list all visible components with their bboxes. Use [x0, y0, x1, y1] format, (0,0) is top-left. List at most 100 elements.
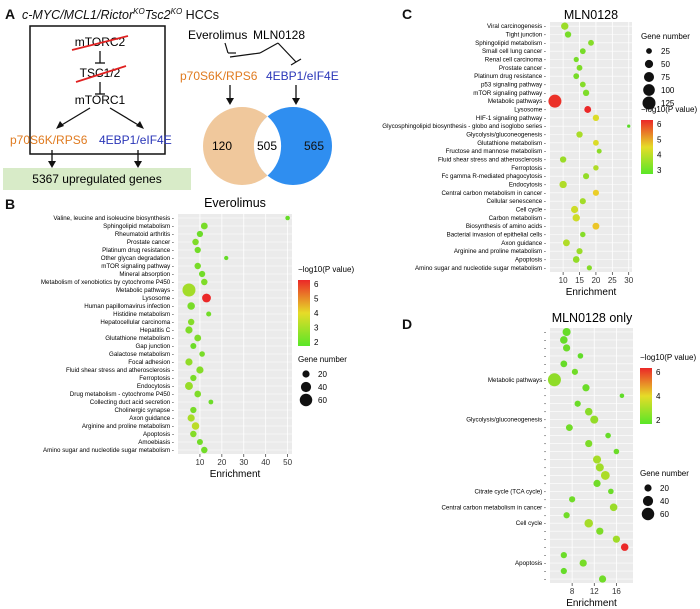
x-tick-label: 15 — [575, 276, 584, 285]
ebp-text-b: 4EBP1/eIF4E — [266, 69, 339, 83]
size-legend-label: 20 — [318, 370, 327, 379]
data-point — [194, 334, 202, 342]
category-label: Renal cell carcinoma - — [485, 57, 546, 64]
data-point — [588, 39, 594, 46]
data-point — [579, 198, 586, 205]
category-label: - — [544, 464, 546, 471]
data-point — [560, 360, 568, 368]
data-point — [190, 374, 197, 382]
color-legend-tick: 2 — [314, 338, 319, 347]
color-legend-tick: 3 — [314, 324, 319, 333]
arrow-right-head — [136, 121, 144, 129]
data-point — [580, 231, 586, 238]
category-label: - — [544, 449, 546, 456]
data-point — [569, 496, 576, 503]
data-point — [609, 503, 618, 512]
category-label: Galactose metabolism - — [109, 351, 174, 358]
category-label: Tight junction - — [506, 32, 546, 39]
category-label: - — [544, 472, 546, 479]
data-point — [592, 222, 600, 230]
category-label: - — [544, 536, 546, 543]
data-point — [619, 393, 625, 399]
data-point — [612, 535, 621, 543]
size-legend-title: Gene number — [641, 32, 690, 41]
color-legend-title: −log10(P value) — [298, 265, 354, 274]
size-legend-dot — [643, 71, 655, 83]
category-label: Prostate cancer - — [127, 239, 174, 246]
drug2-line-c — [277, 42, 297, 63]
venn-mid-count: 505 — [257, 139, 277, 153]
data-point — [565, 424, 573, 432]
category-label: Gap junction - — [135, 343, 174, 350]
drug2-bar — [290, 58, 302, 66]
data-point — [194, 390, 202, 398]
venn-left-count: 120 — [212, 139, 232, 153]
category-label: - — [544, 337, 546, 344]
chart-mln0128: MLN0128 Viral carcinogenesis - Tight junct… — [382, 8, 697, 298]
data-point — [563, 512, 570, 519]
category-label: Apoptosis - — [515, 257, 546, 264]
venn-overlap — [253, 116, 282, 176]
category-label: - — [544, 361, 546, 368]
data-point — [201, 278, 208, 286]
data-point — [582, 384, 590, 392]
category-label: - — [544, 425, 546, 432]
size-legend-dot — [644, 484, 652, 492]
data-point — [572, 214, 580, 222]
chart-title: Everolimus — [204, 196, 266, 210]
category-label: Hepatocellular carcinoma - — [100, 319, 174, 326]
size-legend-dot — [642, 96, 656, 110]
data-point — [620, 543, 629, 551]
size-legend-label: 100 — [661, 86, 675, 95]
p70-text: p70S6K/RPS6 — [10, 133, 88, 147]
category-label: Other glycan degradation - — [101, 255, 174, 262]
arrow-right-line — [109, 107, 141, 127]
size-legend-title: Gene number — [298, 355, 347, 364]
data-point — [285, 215, 290, 221]
data-point — [596, 148, 602, 154]
x-tick-label: 20 — [591, 276, 600, 285]
data-point — [185, 382, 193, 390]
category-label: Cellular senescence - — [487, 198, 547, 205]
category-label: Carbon metabolism - — [489, 215, 546, 222]
color-legend-title: −log10(P value) — [641, 105, 697, 114]
arrow-left-line — [59, 107, 91, 127]
panel-c-label: C — [402, 6, 413, 22]
category-label: mTOR signaling pathway - — [101, 263, 174, 270]
size-legend-label: 50 — [661, 60, 670, 69]
data-point — [576, 248, 583, 255]
data-point — [577, 353, 584, 359]
category-label: Ferroptosis - — [139, 375, 174, 382]
category-label: - — [544, 409, 546, 416]
category-label: Endocytosis - — [137, 383, 174, 390]
category-label: Small cell lung cancer - — [482, 48, 546, 55]
category-label: - — [544, 528, 546, 535]
data-point — [190, 430, 197, 438]
category-label: Central carbon metabolism in cancer - — [441, 190, 546, 197]
data-point — [584, 106, 592, 113]
x-axis-label: Enrichment — [566, 598, 617, 609]
color-legend-title: −log10(P value) — [640, 353, 696, 362]
data-point — [593, 165, 599, 171]
data-point — [187, 302, 195, 310]
category-label: Hepatitis C - — [140, 327, 174, 334]
venn-arrow-2-head — [292, 98, 300, 105]
x-tick-label: 30 — [239, 458, 248, 467]
category-label: Biosynthesis of amino acids - — [466, 223, 546, 230]
color-legend-tick: 4 — [657, 151, 662, 160]
data-point — [200, 222, 208, 230]
data-point — [199, 351, 205, 357]
category-label: Fc gamma R-mediated phagocytosis - — [441, 173, 546, 180]
data-point — [196, 366, 204, 374]
data-point — [185, 358, 193, 366]
category-label: Human papillomavirus infection - — [84, 303, 174, 310]
data-point — [185, 326, 193, 334]
panel-d-label: D — [402, 316, 413, 332]
plot-background — [550, 22, 632, 272]
category-label: Bacterial invasion of epithelial cells - — [447, 232, 546, 239]
x-tick-label: 16 — [612, 587, 621, 596]
x-tick-label: 10 — [559, 276, 568, 285]
data-point — [593, 479, 601, 487]
category-label: Mineral absorption - — [119, 271, 174, 278]
category-label: Fluid shear stress and atherosclerosis - — [438, 157, 546, 164]
